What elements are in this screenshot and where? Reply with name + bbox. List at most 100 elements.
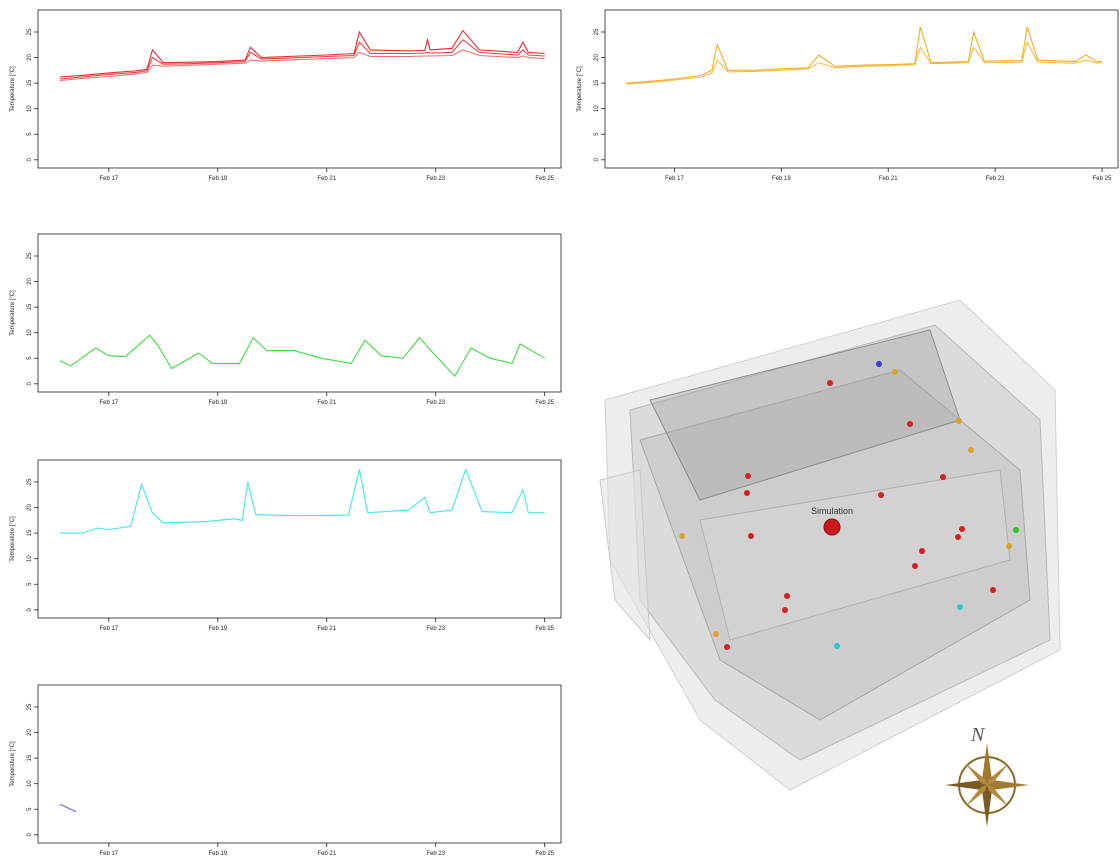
compass: N bbox=[945, 724, 1029, 827]
sensor-marker bbox=[782, 607, 788, 613]
y-tick-label: 25 bbox=[594, 28, 600, 35]
sensor-marker bbox=[745, 473, 751, 479]
y-tick-label: 25 bbox=[27, 28, 33, 35]
building-scene: Simulation N bbox=[600, 300, 1060, 827]
x-tick-label: Feb 21 bbox=[317, 851, 336, 857]
sensor-marker bbox=[876, 361, 882, 367]
data-line bbox=[60, 50, 545, 81]
line-chart: 0510152025Feb 17Feb 19Feb 21Feb 23Feb 25… bbox=[10, 685, 561, 857]
y-tick-label: 5 bbox=[27, 132, 33, 136]
charts: Simulation N 0 5 10 15 20 25 Feb 17 Feb 19 Feb 2… bbox=[0, 0, 1120, 858]
y-tick-label: 20 bbox=[594, 54, 600, 61]
x-tick-label: Feb 23 bbox=[426, 176, 445, 182]
sensor-marker bbox=[834, 643, 840, 649]
x-tick-label: Feb 25 bbox=[535, 400, 554, 406]
plot-frame bbox=[605, 10, 1118, 168]
sensor-marker bbox=[956, 418, 962, 424]
plot-frame bbox=[38, 685, 561, 843]
x-tick-label: Feb 25 bbox=[535, 626, 554, 632]
data-line bbox=[60, 31, 545, 78]
y-tick-label: 15 bbox=[27, 303, 33, 310]
sensor-marker bbox=[907, 421, 913, 427]
x-tick-label: Feb 19 bbox=[772, 176, 791, 182]
sensor-marker bbox=[724, 644, 730, 650]
line-chart: 0 5 10 15 20 25 Feb 17 Feb 19 Feb 21 Feb 23 Feb 25… bbox=[577, 10, 1118, 182]
data-line bbox=[60, 335, 545, 376]
sensor-marker bbox=[990, 587, 996, 593]
x-tick-label: Feb 21 bbox=[317, 626, 336, 632]
sensor-marker bbox=[679, 533, 685, 539]
y-axis-label: Temperature [°C] bbox=[577, 66, 583, 112]
y-tick-label: 20 bbox=[27, 729, 33, 736]
x-tick-label: Feb 21 bbox=[879, 176, 898, 182]
y-tick-label: 15 bbox=[27, 79, 33, 86]
x-tick-label: Feb 23 bbox=[426, 400, 445, 406]
y-tick-label: 15 bbox=[27, 529, 33, 536]
y-axis-label: Temperature [°C] bbox=[10, 66, 16, 112]
x-tick-label: Feb 19 bbox=[208, 626, 227, 632]
simulation-label: Simulation bbox=[811, 506, 853, 516]
compass-label: N bbox=[970, 724, 986, 746]
dashboard: Simulation N 0 5 10 15 20 25 Feb 17 Feb 19 Feb 2… bbox=[0, 0, 1120, 858]
data-line bbox=[60, 804, 76, 812]
y-tick-label: 25 bbox=[27, 252, 33, 259]
sensor-marker bbox=[940, 474, 946, 480]
y-tick-label: 25 bbox=[27, 703, 33, 710]
y-tick-label: 20 bbox=[27, 54, 33, 61]
sensor-marker bbox=[955, 534, 961, 540]
x-tick-label: Feb 25 bbox=[535, 176, 554, 182]
data-line bbox=[626, 27, 1102, 83]
y-tick-label: 5 bbox=[27, 582, 33, 586]
y-tick-label: 0 bbox=[27, 157, 33, 161]
sensor-marker bbox=[959, 526, 965, 532]
x-tick-label: Feb 23 bbox=[426, 626, 445, 632]
sensor-marker bbox=[1006, 543, 1012, 549]
sensor-marker bbox=[784, 593, 790, 599]
sensor-marker bbox=[827, 380, 833, 386]
y-tick-label: 0 bbox=[27, 381, 33, 385]
y-tick-label: 10 bbox=[27, 329, 33, 336]
x-tick-label: Feb 17 bbox=[99, 851, 118, 857]
x-tick-label: Feb 17 bbox=[99, 176, 118, 182]
sensor-marker bbox=[744, 490, 750, 496]
y-axis-label: Temperature [°C] bbox=[10, 290, 16, 336]
y-tick-label: 10 bbox=[27, 105, 33, 112]
y-tick-label: 0 bbox=[594, 157, 600, 161]
x-tick-label: Feb 19 bbox=[208, 176, 227, 182]
y-tick-label: 15 bbox=[27, 754, 33, 761]
data-line bbox=[626, 42, 1102, 84]
y-tick-label: 5 bbox=[27, 807, 33, 811]
sensor-marker bbox=[713, 631, 719, 637]
y-tick-label: 20 bbox=[27, 278, 33, 285]
y-tick-label: 10 bbox=[27, 555, 33, 562]
y-tick-label: 5 bbox=[27, 356, 33, 360]
x-tick-label: Feb 19 bbox=[208, 851, 227, 857]
simulation-marker bbox=[824, 519, 840, 535]
line-chart: 0 5 10 15 20 25 Feb 17 Feb 19 Feb 21 Feb 23 Feb 25… bbox=[10, 460, 561, 632]
x-tick-label: Feb 23 bbox=[426, 851, 445, 857]
sensor-marker bbox=[1013, 527, 1019, 533]
x-tick-label: Feb 21 bbox=[317, 176, 336, 182]
y-tick-label: 0 bbox=[27, 832, 33, 836]
x-tick-label: Feb 25 bbox=[1093, 176, 1112, 182]
line-chart: 0 5 10 15 20 25 Feb 17 Feb 19 Feb 21 Feb 23 Feb 25… bbox=[10, 10, 561, 182]
y-axis-label: Temperature [°C] bbox=[10, 741, 16, 787]
data-line bbox=[60, 469, 545, 533]
y-tick-label: 5 bbox=[594, 132, 600, 136]
y-tick-label: 15 bbox=[594, 79, 600, 86]
y-tick-label: 25 bbox=[27, 478, 33, 485]
y-tick-label: 10 bbox=[27, 780, 33, 787]
y-tick-label: 10 bbox=[594, 105, 600, 112]
x-tick-label: Feb 17 bbox=[99, 626, 118, 632]
plot-frame bbox=[38, 10, 561, 168]
y-tick-label: 0 bbox=[27, 607, 33, 611]
x-tick-label: Feb 17 bbox=[665, 176, 684, 182]
plot-frame bbox=[38, 234, 561, 392]
x-tick-label: Feb 23 bbox=[986, 176, 1005, 182]
sensor-marker bbox=[957, 604, 963, 610]
sensor-marker bbox=[892, 369, 898, 375]
x-tick-label: Feb 19 bbox=[208, 400, 227, 406]
y-tick-label: 20 bbox=[27, 504, 33, 511]
y-axis-label: Temperature [°C] bbox=[10, 516, 16, 562]
